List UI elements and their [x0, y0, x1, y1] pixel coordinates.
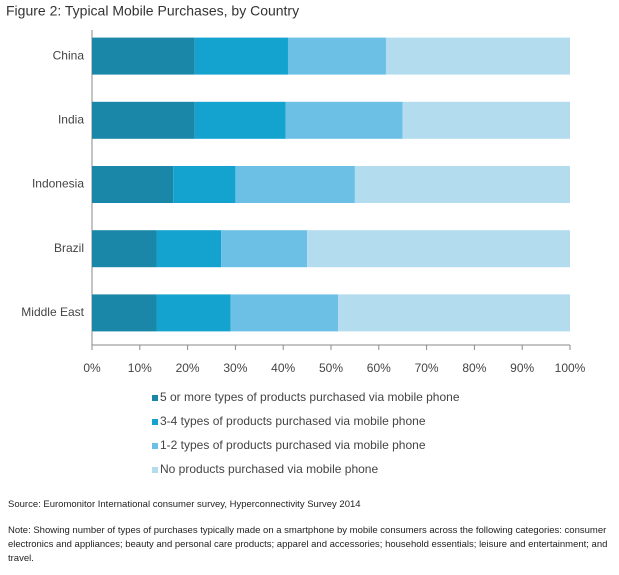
bar-segment [92, 230, 157, 268]
bar-segment [235, 166, 355, 203]
legend-swatch [152, 395, 158, 401]
legend-swatch [152, 443, 158, 449]
y-tick-label: India [58, 112, 84, 126]
bar-segment [92, 101, 195, 139]
legend-label: No products purchased via mobile phone [160, 462, 378, 476]
x-tick-label: 10% [128, 361, 152, 375]
y-tick-label: China [53, 48, 85, 62]
bar-segment [402, 101, 570, 139]
y-tick-label: Indonesia [32, 177, 84, 191]
note: Note: Showing number of types of purchas… [8, 525, 608, 564]
legend-swatch [152, 419, 158, 425]
bar-segment [92, 294, 157, 332]
x-tick-label: 0% [83, 361, 101, 375]
bar-segment [385, 37, 570, 75]
x-tick-label: 60% [367, 361, 391, 375]
bar-segment [194, 37, 288, 75]
y-tick-label: Brazil [54, 241, 84, 255]
bar-segment [194, 101, 286, 139]
bar-segment [230, 294, 339, 332]
bar-segment [221, 230, 308, 268]
y-tick-label: Middle East [21, 305, 84, 319]
x-tick-label: 30% [223, 361, 247, 375]
x-tick-label: 70% [415, 361, 439, 375]
chart-title: Figure 2: Typical Mobile Purchases, by C… [6, 3, 299, 19]
x-tick-label: 40% [271, 361, 295, 375]
bar-segment [173, 166, 236, 203]
x-tick-label: 50% [319, 361, 343, 375]
bar-segment [338, 294, 570, 332]
x-tick-label: 100% [555, 361, 586, 375]
bar-segment [156, 230, 222, 268]
legend-label: 3-4 types of products purchased via mobi… [160, 414, 426, 428]
bar-segment [287, 37, 386, 75]
bar-segment [354, 166, 570, 203]
bar-segment [156, 294, 231, 332]
x-tick-label: 80% [462, 361, 486, 375]
bar-segment [307, 230, 570, 268]
legend-label: 5 or more types of products purchased vi… [160, 390, 460, 404]
bar-segment [285, 101, 403, 139]
bar-segment [92, 166, 174, 203]
legend-label: 1-2 types of products purchased via mobi… [160, 438, 426, 452]
legend-swatch [152, 467, 158, 473]
x-tick-label: 90% [510, 361, 534, 375]
chart: Figure 2: Typical Mobile Purchases, by C… [6, 3, 586, 476]
source: Source: Euromonitor International consum… [8, 499, 361, 510]
x-tick-label: 20% [176, 361, 200, 375]
bar-segment [92, 37, 195, 75]
